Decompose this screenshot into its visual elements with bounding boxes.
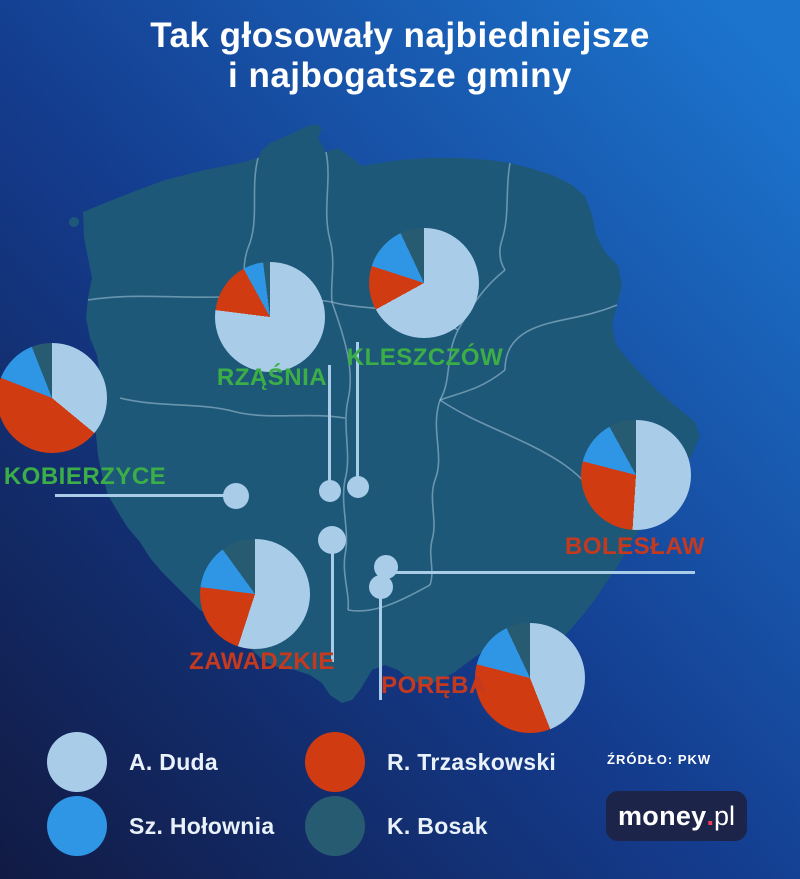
- legend-item-bosak: K. Bosak: [305, 796, 488, 856]
- legend-swatch-bosak: [305, 796, 365, 856]
- logo-text-pl: pl: [714, 800, 736, 831]
- pie-chart-poreba: [475, 623, 585, 733]
- gmina-label-zawadzkie: ZAWADZKIE: [189, 648, 335, 675]
- marker-dot-kobierzyce: [223, 483, 249, 509]
- logo-text-money: money: [617, 800, 707, 831]
- pie-chart-kleszczow: [369, 228, 479, 338]
- legend-label-holownia: Sz. Hołownia: [129, 812, 275, 839]
- gmina-label-kobierzyce: KOBIERZYCE: [3, 463, 167, 490]
- leader-line-kobierzyce: [55, 494, 237, 497]
- poland-outline: [83, 124, 700, 703]
- legend-label-duda: A. Duda: [129, 748, 218, 775]
- legend-swatch-holownia: [47, 796, 107, 856]
- coastal-island: [69, 217, 79, 227]
- legend-swatch-trzaskowski: [305, 732, 365, 792]
- source-note: ŹRÓDŁO: PKW: [607, 752, 712, 767]
- leader-line-rzasnia: [328, 365, 331, 491]
- leader-line-kleszczow: [356, 342, 359, 488]
- legend-label-trzaskowski: R. Trzaskowski: [387, 748, 557, 775]
- legend-label-bosak: K. Bosak: [387, 812, 488, 839]
- legend-item-trzaskowski: R. Trzaskowski: [305, 732, 556, 792]
- legend-swatch-duda: [47, 732, 107, 792]
- marker-dot-kleszczow: [347, 476, 369, 498]
- pie-chart-kobierzyce: [0, 343, 107, 453]
- marker-dot-poreba: [369, 575, 393, 599]
- title-line-2: i najbogatsze gminy: [228, 56, 572, 95]
- logo-dot: .: [706, 800, 715, 831]
- gmina-label-kleszczow: KLESZCZÓW: [346, 344, 504, 371]
- money-pl-logo: money . pl: [606, 791, 747, 841]
- pie-chart-rzasnia: [215, 262, 325, 372]
- marker-dot-rzasnia: [319, 480, 341, 502]
- legend-item-holownia: Sz. Hołownia: [47, 796, 274, 856]
- gmina-label-rzasnia: RZĄŚNIA: [216, 364, 328, 391]
- title-line-1: Tak głosowały najbiedniejsze: [150, 16, 650, 55]
- gmina-label-poreba: PORĘBA: [381, 672, 487, 699]
- marker-dot-zawadzkie: [318, 526, 346, 554]
- pie-chart-boleslaw: [581, 420, 691, 530]
- infographic-title: Tak głosowały najbiedniejsze i najbogats…: [0, 16, 800, 96]
- legend-item-duda: A. Duda: [47, 732, 218, 792]
- leader-line-zawadzkie: [331, 548, 334, 662]
- leader-line-poreba: [379, 592, 382, 700]
- pie-chart-zawadzkie: [200, 539, 310, 649]
- gmina-label-boleslaw: BOLESŁAW: [565, 533, 705, 560]
- leader-line-boleslaw: [390, 571, 695, 574]
